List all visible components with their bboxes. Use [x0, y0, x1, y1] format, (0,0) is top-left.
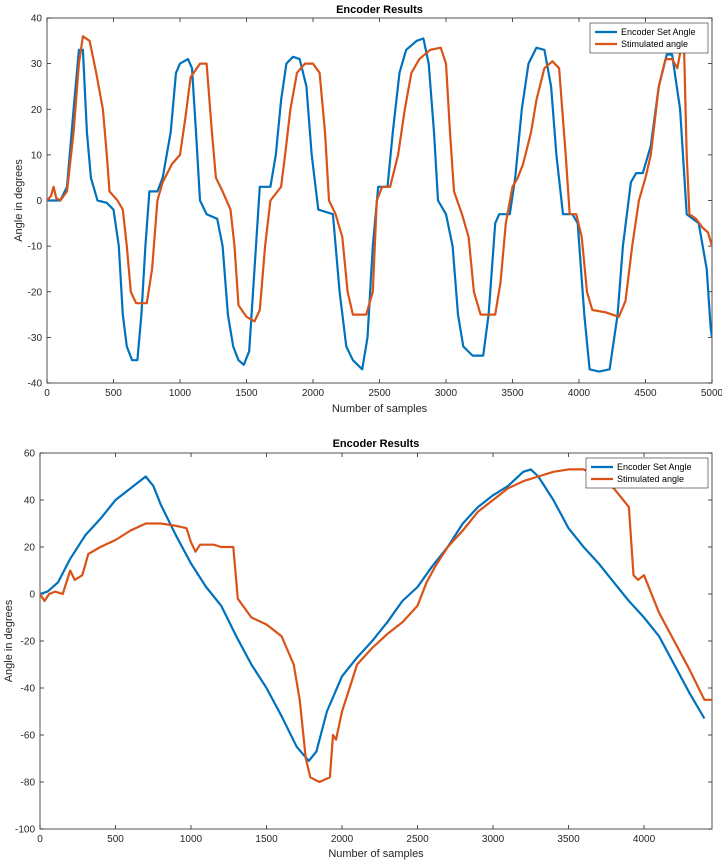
x-tick-label: 1500: [235, 388, 258, 399]
x-tick-label: 4000: [633, 834, 656, 845]
y-tick-label: -10: [28, 242, 43, 253]
x-tick-label: 0: [44, 388, 50, 399]
plot-area: [46, 17, 713, 384]
x-tick-label: 0: [37, 834, 43, 845]
series-line-encoder-set-angle: [40, 468, 706, 762]
x-tick-label: 5000: [701, 388, 722, 399]
x-tick-label: 3000: [482, 834, 505, 845]
x-tick-label: 1000: [169, 388, 192, 399]
y-tick-label: 60: [24, 449, 36, 460]
x-axis-label: Number of samples: [328, 848, 424, 860]
chart-title: Encoder Results: [336, 4, 423, 16]
legend-label: Stimulated angle: [617, 474, 684, 484]
x-tick-label: 500: [107, 834, 124, 845]
legend-label: Encoder Set Angle: [621, 27, 696, 37]
legend-box: [585, 457, 709, 489]
x-axis-label: Number of samples: [332, 403, 428, 415]
y-tick-label: 0: [36, 196, 42, 207]
y-tick-label: -20: [21, 637, 36, 648]
chart-2: 0 500 1000 1500 2000 2500 3000 3500 4000 -100 -80 -…: [3, 438, 713, 860]
y-tick-label: -80: [21, 778, 36, 789]
x-tick-label: 3500: [557, 834, 580, 845]
chart-title: Encoder Results: [333, 438, 420, 450]
chart-1: 0 500 1000 1500 2000 2500 3000 3500 4000 4500 5000…: [13, 4, 722, 415]
x-tick-label: 2000: [302, 388, 325, 399]
y-tick-label: -60: [21, 731, 36, 742]
x-tick-label: 4500: [634, 388, 657, 399]
x-tick-label: 1000: [180, 834, 203, 845]
y-tick-label: -20: [28, 287, 43, 298]
legend-box: [589, 22, 709, 54]
y-tick-label: 40: [24, 496, 36, 507]
y-axis-label: Angle in degrees: [3, 599, 15, 682]
x-tick-label: 2000: [331, 834, 354, 845]
y-tick-label: 20: [31, 105, 43, 116]
y-tick-label: 20: [24, 543, 36, 554]
x-tick-label: 1500: [255, 834, 278, 845]
x-tick-label: 500: [105, 388, 122, 399]
y-tick-label: -40: [28, 379, 43, 390]
y-tick-label: 0: [29, 590, 35, 601]
y-tick-label: -30: [28, 333, 43, 344]
series-line-stimulated-angle: [47, 35, 712, 323]
x-tick-label: 2500: [406, 834, 429, 845]
legend-label: Encoder Set Angle: [617, 462, 692, 472]
series-line-encoder-set-angle: [47, 37, 712, 373]
x-tick-label: 3000: [435, 388, 458, 399]
x-tick-label: 2500: [368, 388, 391, 399]
y-tick-label: 40: [31, 14, 43, 25]
y-tick-label: -40: [21, 684, 36, 695]
y-axis-label: Angle in degrees: [13, 159, 25, 242]
y-tick-label: 30: [31, 59, 43, 70]
y-tick-label: -100: [15, 825, 35, 836]
legend-label: Stimulated angle: [621, 39, 688, 49]
x-tick-label: 3500: [501, 388, 524, 399]
plot-area: [39, 452, 713, 830]
y-tick-label: 10: [31, 150, 43, 161]
x-tick-label: 4000: [568, 388, 591, 399]
